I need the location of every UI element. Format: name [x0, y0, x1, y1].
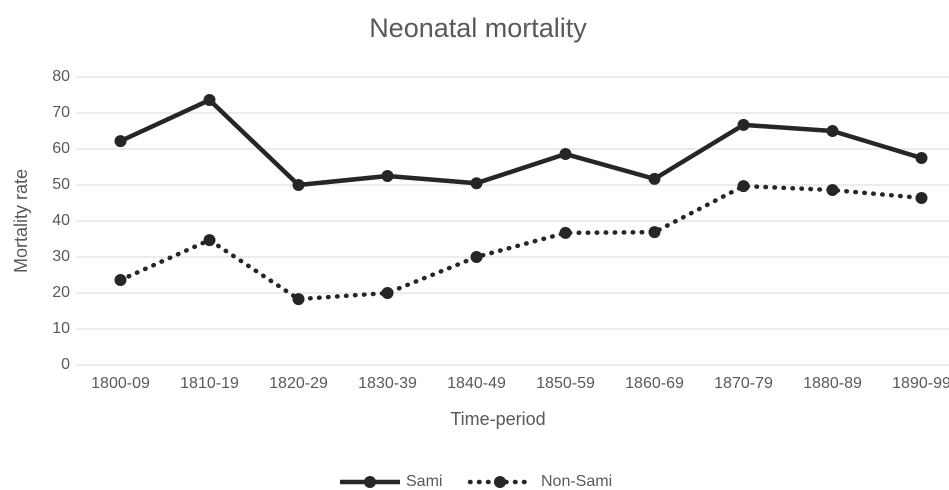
data-point — [470, 251, 483, 263]
y-tick-label: 80 — [52, 68, 70, 85]
data-point — [292, 179, 305, 191]
x-tick-label: 1860-69 — [625, 375, 684, 392]
legend-marker — [364, 476, 376, 488]
data-point — [737, 118, 750, 131]
series-line — [119, 97, 923, 188]
data-point — [114, 274, 127, 287]
data-point — [203, 94, 216, 107]
x-tick-label: 1880-89 — [803, 375, 862, 392]
data-point — [114, 135, 127, 148]
data-point — [826, 184, 839, 197]
y-tick-label: 70 — [52, 104, 70, 121]
x-tick-label: 1800-09 — [91, 375, 150, 392]
data-point — [203, 234, 216, 247]
y-tick-label: 60 — [52, 140, 70, 157]
legend-label: Sami — [406, 473, 442, 490]
x-tick-label: 1840-49 — [447, 375, 506, 392]
legend-marker — [494, 476, 506, 488]
y-axis-label: Mortality rate — [11, 169, 31, 273]
data-point — [648, 172, 661, 185]
y-tick-label: 20 — [52, 284, 70, 301]
data-point — [381, 287, 394, 299]
data-point — [915, 152, 928, 164]
x-tick-label: 1870-79 — [714, 375, 773, 392]
y-tick-label: 50 — [52, 176, 70, 193]
data-point — [292, 293, 305, 306]
legend-item: Sami — [340, 473, 442, 490]
data-point — [826, 125, 839, 137]
x-tick-label: 1890-99 — [892, 375, 949, 392]
data-point — [737, 180, 750, 193]
data-point — [915, 191, 928, 204]
y-tick-label: 30 — [52, 248, 70, 265]
legend-label: Non-Sami — [541, 473, 612, 490]
x-tick-label: 1850-59 — [536, 375, 595, 392]
y-tick-label: 10 — [52, 320, 70, 337]
data-point — [470, 177, 483, 190]
x-tick-label: 1830-39 — [358, 375, 417, 392]
legend-item: Non-Sami — [467, 473, 612, 490]
data-point — [559, 148, 572, 161]
y-tick-label: 40 — [52, 212, 70, 229]
y-tick-label: 0 — [61, 356, 70, 373]
data-point — [381, 170, 394, 182]
chart-title: Neonatal mortality — [369, 13, 587, 43]
x-tick-label: 1820-29 — [269, 375, 328, 392]
data-point — [648, 226, 661, 239]
x-axis-label: Time-period — [450, 409, 545, 429]
series-line — [118, 183, 924, 302]
data-point — [559, 226, 572, 239]
x-tick-label: 1810-19 — [180, 375, 239, 392]
